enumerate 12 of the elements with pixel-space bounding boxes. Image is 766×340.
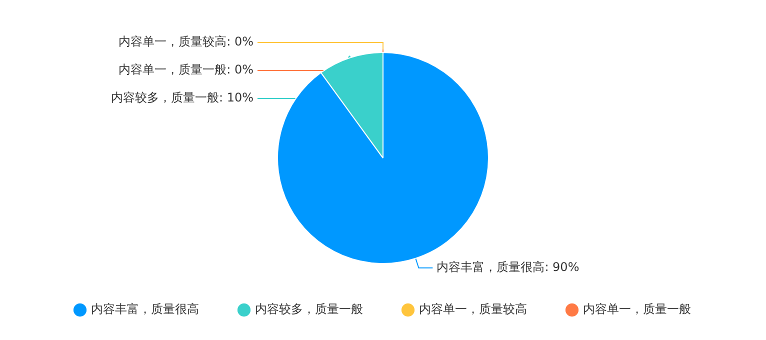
slice-label: 内容较多，质量一般 — [110, 90, 219, 105]
data-label: : 10% — [218, 90, 254, 105]
legend-label: 内容丰富，质量很高 — [91, 302, 199, 316]
slice-label: 内容丰富，质量很高 — [436, 260, 545, 274]
legend-label: 内容单一，质量一般 — [583, 302, 691, 316]
text: : 0% — [226, 62, 254, 77]
data-label: : 90% — [544, 260, 580, 274]
category-label: 内容单一，质量较高 — [118, 34, 227, 49]
category-label: 内容单一，质量一般 — [118, 62, 227, 77]
legend-label: 内容单一，质量较高 — [419, 302, 527, 316]
legend-label: 内容较多，质量一般 — [255, 302, 363, 316]
text: : 0% — [226, 34, 254, 49]
